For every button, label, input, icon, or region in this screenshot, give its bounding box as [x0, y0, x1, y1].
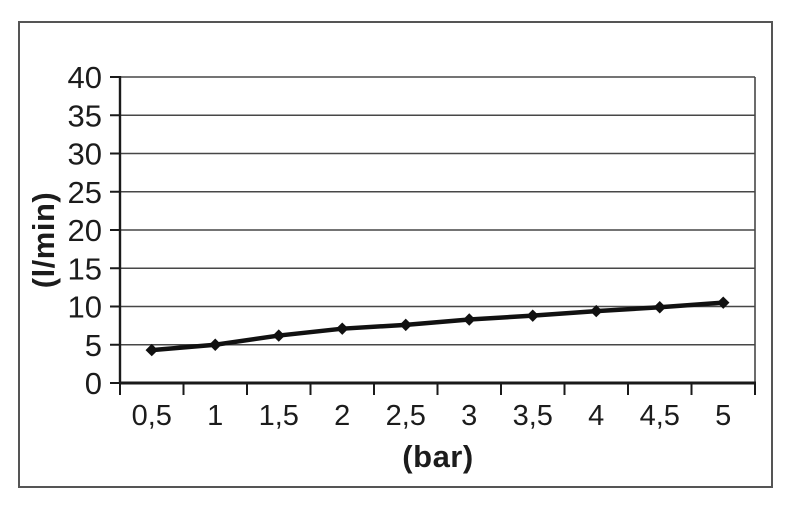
- svg-text:35: 35: [68, 98, 102, 133]
- svg-text:1,5: 1,5: [259, 400, 299, 432]
- y-axis-title: (l/min): [26, 191, 61, 289]
- svg-text:2: 2: [334, 400, 350, 432]
- svg-text:4,5: 4,5: [640, 400, 680, 432]
- svg-text:10: 10: [68, 290, 102, 325]
- svg-text:1: 1: [207, 400, 223, 432]
- svg-text:5: 5: [85, 328, 102, 363]
- svg-text:40: 40: [68, 60, 102, 95]
- chart-frame: [18, 21, 773, 488]
- svg-text:25: 25: [68, 175, 102, 210]
- svg-text:0,5: 0,5: [132, 400, 172, 432]
- svg-text:30: 30: [68, 137, 102, 172]
- svg-text:3: 3: [461, 400, 477, 432]
- svg-text:5: 5: [715, 400, 731, 432]
- svg-text:0: 0: [85, 366, 102, 401]
- svg-text:3,5: 3,5: [513, 400, 553, 432]
- svg-text:15: 15: [68, 251, 102, 286]
- svg-text:4: 4: [588, 400, 604, 432]
- x-axis-title: (bar): [402, 439, 474, 474]
- svg-text:2,5: 2,5: [386, 400, 426, 432]
- svg-text:20: 20: [68, 213, 102, 248]
